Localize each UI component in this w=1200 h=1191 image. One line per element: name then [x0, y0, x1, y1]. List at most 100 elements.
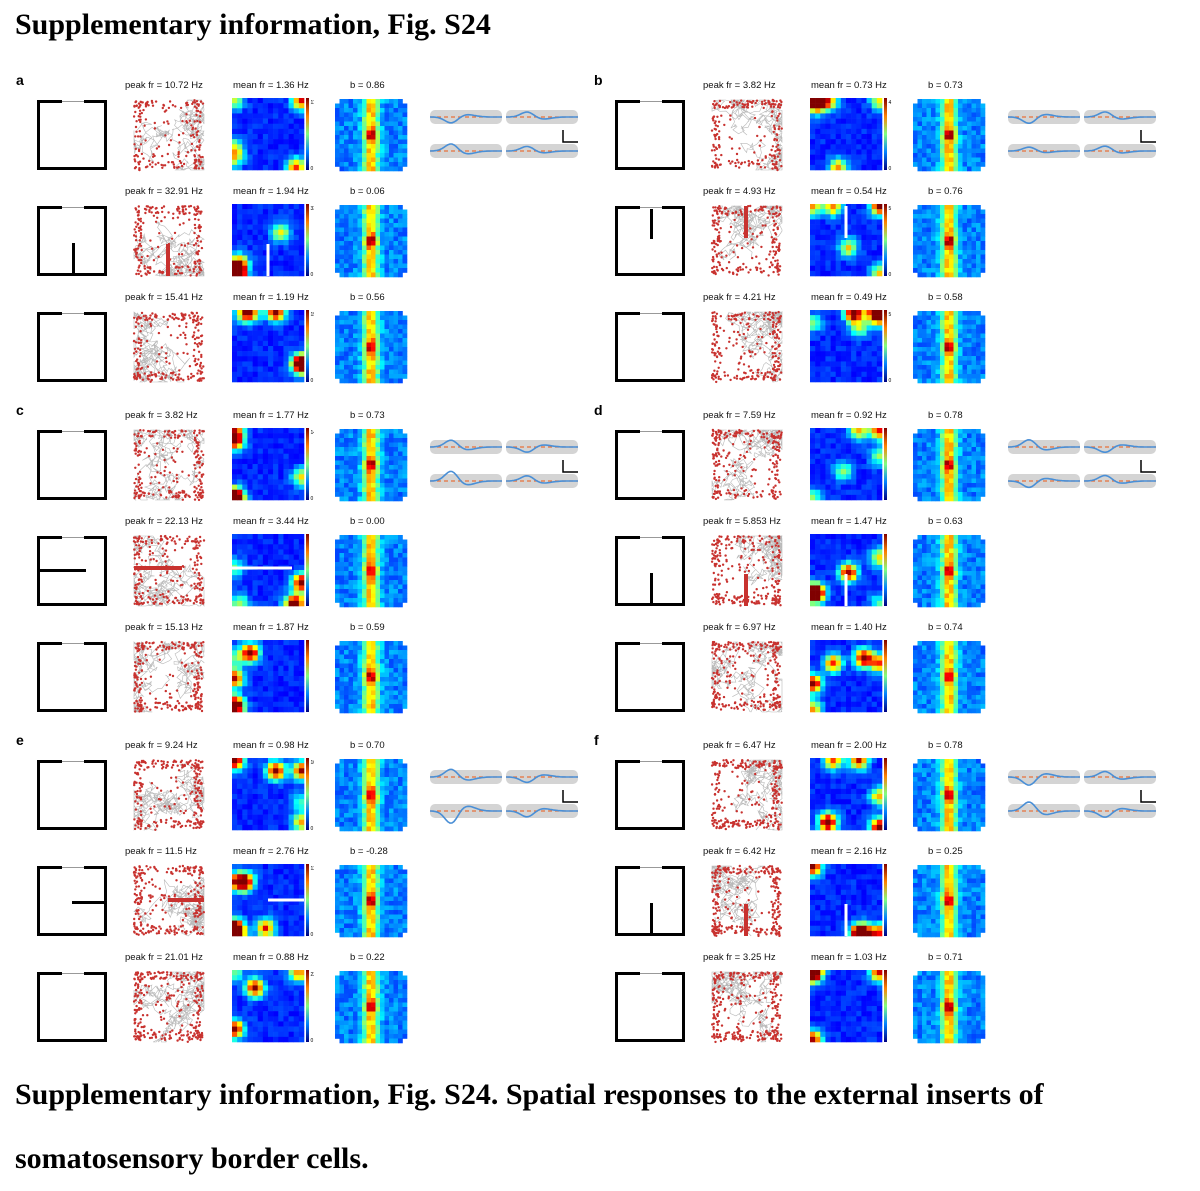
waveform-channel-4 — [506, 474, 578, 488]
rate-map-cells — [232, 204, 305, 277]
trajectory-path — [133, 221, 205, 278]
peak-rate-label: peak fr = 10.72 Hz — [125, 80, 203, 91]
colorbar-max-label: 15 — [311, 312, 315, 318]
border-score-label: b = 0.78 — [928, 410, 963, 421]
autocorrelogram-cells — [913, 429, 986, 502]
peak-rate-label: peak fr = 7.59 Hz — [703, 410, 776, 421]
arena-entrance — [640, 430, 662, 433]
arena-insert-wall — [650, 573, 653, 603]
firing-rate-map: 40 — [810, 98, 892, 172]
trajectory-spike-plot — [132, 970, 205, 1043]
mean-rate-label: mean fr = 2.76 Hz — [233, 846, 309, 857]
peak-rate-label: peak fr = 6.97 Hz — [703, 622, 776, 633]
border-score-label: b = 0.73 — [928, 80, 963, 91]
border-score-label: b = 0.22 — [350, 952, 385, 963]
autocorrelogram-cells — [335, 759, 408, 832]
waveform-channel-4 — [505, 804, 578, 818]
mean-rate-label: mean fr = 0.49 Hz — [811, 292, 887, 303]
peak-rate-label: peak fr = 32.91 Hz — [125, 186, 203, 197]
autocorrelogram-cells — [335, 311, 408, 384]
colorbar — [884, 640, 887, 712]
colorbar — [306, 428, 309, 500]
trajectory-spike-plot — [132, 864, 205, 937]
rate-map-cells — [810, 428, 883, 501]
arena-schematic — [615, 536, 685, 606]
waveform-channel-4 — [506, 144, 578, 158]
arena-entrance — [62, 760, 84, 763]
waveform-channel-4 — [1083, 804, 1156, 818]
mean-rate-label: mean fr = 1.47 Hz — [811, 516, 887, 527]
waveform-channel-4 — [1084, 144, 1156, 158]
arena-entrance — [640, 760, 662, 763]
spatial-autocorrelogram — [335, 641, 408, 714]
arena-entrance — [62, 866, 84, 869]
firing-rate-map: 22 0 — [232, 970, 314, 1044]
waveform-channel-4 — [1083, 474, 1156, 488]
waveform-channel-3 — [430, 143, 502, 158]
autocorrelogram-cells — [335, 429, 408, 502]
rate-map-cells — [810, 640, 883, 713]
colorbar-max-label: 14 — [311, 430, 315, 436]
waveform-channel-2 — [1084, 440, 1156, 454]
autocorrelogram-cells — [335, 535, 408, 608]
spike-locations — [132, 864, 205, 936]
spike-locations — [710, 204, 782, 277]
arena-insert-wall — [650, 209, 653, 239]
arena-schematic — [615, 430, 685, 500]
firing-rate-map — [810, 970, 887, 1043]
autocorrelogram-cells — [335, 865, 408, 938]
border-score-label: b = 0.63 — [928, 516, 963, 527]
spatial-autocorrelogram — [335, 429, 408, 502]
mean-rate-label: mean fr = 3.44 Hz — [233, 516, 309, 527]
arena-schematic — [37, 972, 107, 1042]
arena-insert-wall — [40, 569, 86, 572]
arena-schematic — [615, 642, 685, 712]
arena-entrance — [640, 536, 662, 539]
border-score-label: b = 0.71 — [928, 952, 963, 963]
arena-schematic — [615, 972, 685, 1042]
trajectory-spike-plot — [132, 99, 205, 172]
scale-bar — [562, 460, 578, 473]
panel-letter-a: a — [16, 72, 24, 88]
spatial-autocorrelogram — [335, 865, 408, 938]
mean-rate-label: mean fr = 0.73 Hz — [811, 80, 887, 91]
autocorrelogram-cells — [913, 971, 986, 1044]
firing-rate-map: 11 0 — [232, 98, 314, 172]
trajectory-path — [711, 99, 783, 171]
waveform-channel-1 — [430, 768, 502, 784]
trajectory-path — [133, 763, 205, 831]
spatial-autocorrelogram — [335, 205, 408, 278]
autocorrelogram-cells — [913, 641, 986, 714]
firing-rate-map — [232, 640, 309, 713]
colorbar — [306, 758, 309, 830]
scale-bar — [1140, 460, 1156, 473]
arena-insert-wall — [650, 903, 653, 933]
arena-schematic — [615, 760, 685, 830]
rate-map-cells — [232, 758, 305, 831]
spike-locations — [710, 98, 783, 172]
rate-map-cells — [232, 970, 305, 1043]
arena-schematic — [37, 866, 107, 936]
arena-schematic — [615, 100, 685, 170]
rate-map-cells — [232, 640, 305, 713]
colorbar-max-label: 5 — [889, 206, 892, 212]
trajectory-spike-plot — [132, 311, 205, 383]
peak-rate-label: peak fr = 6.47 Hz — [703, 740, 776, 751]
firing-rate-map: 15 0 — [232, 310, 314, 384]
rate-map-cells — [232, 864, 305, 937]
autocorrelogram-cells — [913, 99, 986, 172]
colorbar — [884, 970, 887, 1042]
peak-rate-label: peak fr = 4.93 Hz — [703, 186, 776, 197]
colorbar-max-label: 12 — [311, 866, 315, 872]
arena-schematic — [615, 206, 685, 276]
spike-locations — [132, 99, 205, 172]
firing-rate-map: 50 — [810, 310, 892, 384]
trajectory-path — [133, 971, 205, 1043]
border-score-label: b = 0.76 — [928, 186, 963, 197]
border-score-label: b = 0.70 — [350, 740, 385, 751]
mean-rate-label: mean fr = 1.94 Hz — [233, 186, 309, 197]
arena-schematic — [37, 100, 107, 170]
panel-letter-c: c — [16, 402, 24, 418]
firing-rate-map — [810, 534, 887, 607]
waveform-channel-3 — [430, 804, 502, 824]
